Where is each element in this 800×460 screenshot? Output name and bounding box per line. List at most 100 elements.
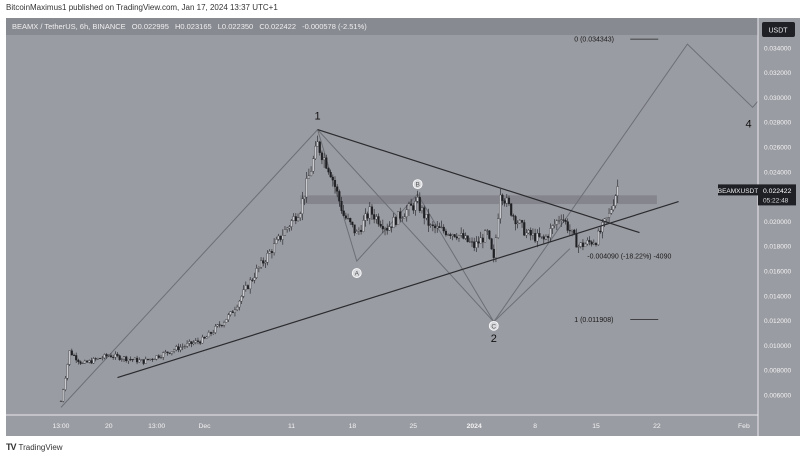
candle-body [299,213,302,218]
wave-label-2: 2 [491,333,497,345]
candle-body [81,363,84,364]
candle-body [249,279,252,290]
candle-body [155,355,158,360]
tv-logo-icon: TV [6,442,16,452]
time-tick-label: Dec [198,423,211,430]
time-tick-label: 13:00 [52,423,69,430]
candle-body [340,201,343,211]
abc-recovery-line [493,248,571,323]
candle-body [314,146,317,159]
candle-body [212,332,215,334]
candle-body [112,356,115,358]
candle-body [455,236,458,239]
last-price: 0.022422 [763,188,792,195]
candle-body [168,352,171,354]
candle-body [142,359,145,364]
price-tick-label: 0.010000 [764,343,791,350]
candle-body [416,197,419,202]
wave-label-1: 1 [315,111,321,123]
candle-body [346,218,350,220]
brand-name: TradingView [18,442,63,452]
candle-body [399,211,402,219]
candle-body [305,178,308,198]
price-tick-label: 0.014000 [764,293,791,300]
candle-body [490,238,493,250]
candle-body [597,230,600,246]
candle-body [344,215,347,219]
candle-body [562,219,565,221]
time-tick-label: 22 [653,423,661,430]
candle-body [573,229,576,234]
chart-frame[interactable] [6,18,800,436]
candle-body [96,358,99,360]
fib-annotation: 0 (0.034343) [574,37,614,44]
candle-body [568,230,571,232]
candle-body [153,358,156,360]
candle-body [66,364,69,379]
candle-body [412,205,415,211]
candle-body [401,217,404,219]
candle-body [512,215,515,217]
triangle-lower-trendline [117,201,679,379]
candle-body [216,324,219,327]
candle-body [170,351,173,354]
symbol-tag-bg [718,184,758,196]
candle-body [286,227,289,230]
candle-body [540,236,543,238]
candle-body [223,322,226,326]
candle-body [75,355,78,361]
candle-body [534,233,537,242]
candle-body [273,243,276,254]
candle-body [255,268,258,278]
candle-body [194,340,197,343]
candle-body [175,346,178,351]
candle-body [518,220,521,224]
candle-body [451,234,454,236]
candle-body [201,336,204,344]
candle-body [62,389,65,402]
time-tick-label: Feb [738,423,750,430]
candle-body [288,226,291,229]
candle-body [307,175,310,179]
abc-label-C: C [491,323,496,330]
price-tick-label: 0.018000 [764,244,791,251]
candle-body [303,196,306,200]
resistance-zone [300,195,657,205]
candle-body [268,251,271,254]
candle-body [125,356,128,362]
candle-body [264,262,267,264]
candle-body [336,186,339,192]
abc-label-circle-B [412,179,423,190]
candle-body [277,235,280,240]
price-tick-label: 0.020000 [764,219,791,226]
change-value: -0.000578 (-2.51%) [302,22,367,31]
candle-body [403,216,406,219]
candle-body [392,217,395,228]
candle-body [486,230,489,232]
candle-body [588,240,591,243]
candle-body [190,341,193,345]
candle-body [301,198,304,214]
price-tick-label: 0.008000 [764,368,791,375]
candle-body [481,237,484,243]
candle-body [584,243,587,247]
candle-body [151,358,154,360]
candle-body [442,226,445,232]
candle-body [560,219,563,221]
price-tick-label: 0.032000 [764,70,791,77]
candle-body [571,229,574,232]
candle-body [447,234,450,236]
tradingview-logo[interactable]: TV TradingView [6,442,63,452]
time-tick-label: 25 [410,423,418,430]
candle-body [386,228,389,231]
candle-body [594,243,598,246]
symbol-title[interactable]: BEAMX / TetherUS, 6h, BINANCE [12,22,126,31]
candle-body [377,216,380,225]
candle-body [209,332,213,334]
candle-body [92,358,95,364]
candle-body [262,260,265,264]
candle-body [118,355,121,360]
wave-label-3: 3 [684,25,690,37]
candle-body [420,207,424,211]
